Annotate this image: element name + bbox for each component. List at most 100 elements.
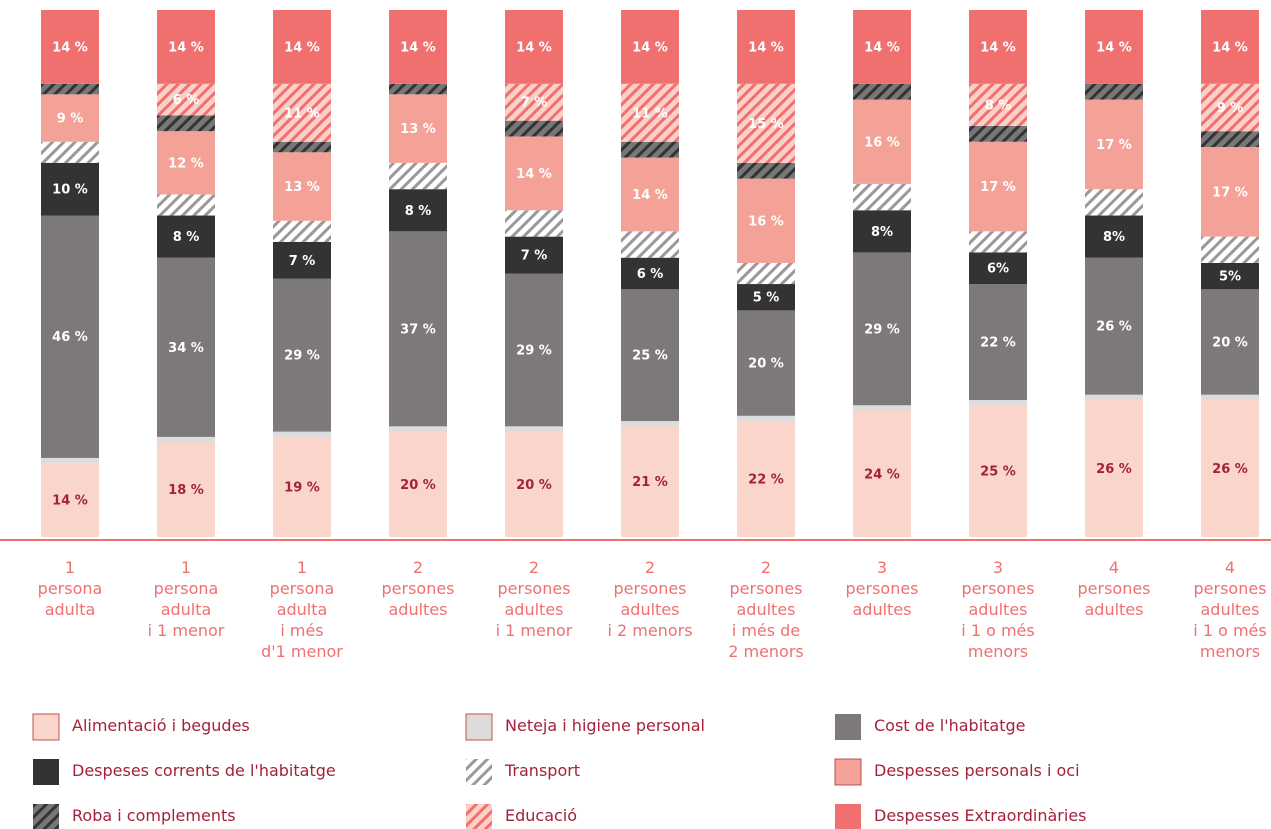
bar-segment [505,10,563,84]
x-tick-label: 2 persones adultes i 2 menors [607,558,693,640]
value-label: 7 % [521,249,548,264]
value-label: 9 % [1217,101,1244,116]
bar-segment [1085,215,1143,258]
legend-swatch [32,713,60,741]
bar-segment [969,141,1027,232]
legend-label: Educació [505,806,578,825]
value-label: 37 % [400,322,436,337]
value-label: 12 % [168,156,204,171]
legend-swatch [33,804,59,829]
bar-segment [1085,399,1143,537]
bar-segment [273,220,331,242]
bar-segment [1085,394,1143,400]
bar-segment [969,399,1027,406]
bar-segment [853,10,911,84]
bar-segment [505,120,563,137]
bar-segment [41,457,99,464]
bar-segment [969,125,1027,142]
bar-segment [505,83,563,121]
x-tick-label: 4 persones adultes i 1 o més menors [1193,558,1267,661]
bar-segment [969,252,1027,285]
value-label: 29 % [864,322,900,337]
bar-segment [505,210,563,237]
bar-segment [157,83,215,116]
legend-swatch [834,758,862,786]
bar-segment [853,410,911,537]
bar-segment [273,431,331,437]
value-label: 6 % [173,93,200,108]
bar-segment [969,405,1027,537]
bar-segment [273,241,331,279]
value-label: 29 % [516,343,552,358]
bar-segment [273,152,331,221]
value-label: 20 % [400,478,436,493]
legend-swatch [466,804,492,829]
bar-segment [273,278,331,432]
value-label: 14 % [980,40,1016,55]
bar-segment [505,431,563,537]
bar-segment [1201,289,1259,395]
value-label: 8 % [405,204,432,219]
x-tick-label: 4 persones adultes [1077,558,1151,619]
bar-segment [853,99,911,184]
bar-segment [853,183,911,211]
bar-segment [157,257,215,437]
value-label: 14 % [284,40,320,55]
bar-segment [1085,189,1143,216]
bar-segment [969,231,1027,253]
value-label: 14 % [864,40,900,55]
value-label: 19 % [284,480,320,495]
bar-segment [1085,257,1143,395]
bar-segment [389,431,447,537]
legend-label: Alimentació i begudes [72,716,250,735]
bar-segment [157,442,215,537]
value-label: 11 % [284,106,320,121]
value-label: 26 % [1096,320,1132,335]
value-label: 25 % [632,349,668,364]
bar-segment [41,215,99,458]
legend-label: Roba i complements [72,806,236,825]
value-label: 34 % [168,341,204,356]
value-label: 16 % [864,135,900,150]
value-label: 25 % [980,465,1016,480]
x-tick-label: 3 persones adultes i 1 o més menors [961,558,1035,661]
bar-segment [389,189,447,232]
value-label: 14 % [52,494,88,509]
bar-segment [273,10,331,84]
bar-segment [621,426,679,537]
bar-segment [621,141,679,158]
bar-segment [157,10,215,84]
value-label: 17 % [1212,185,1248,200]
bar-segment [737,310,795,416]
bar-segment [41,10,99,84]
bar-segment [737,178,795,263]
value-label: 14 % [52,40,88,55]
value-label: 5 % [753,291,780,306]
x-tick-label: 1 persona adulta [37,558,103,619]
bar-segment [621,421,679,427]
bar-segment [969,284,1027,400]
value-label: 16 % [748,214,784,229]
bar-segment [505,426,563,432]
bar-segment [737,162,795,179]
value-label: 22 % [748,473,784,488]
value-label: 14 % [748,40,784,55]
bar-segment [969,83,1027,126]
value-label: 7 % [289,254,316,269]
bar-segment [41,463,99,537]
bar-segment [1201,394,1259,400]
x-tick-label: 1 persona adulta i més d'1 menor [261,558,343,661]
value-label: 17 % [1096,138,1132,153]
value-label: 22 % [980,336,1016,351]
bar-segment [41,162,99,216]
legend-swatch [466,759,492,785]
bar-segment [853,252,911,406]
value-label: 14 % [1096,40,1132,55]
bar-segment [1085,10,1143,84]
value-label: 26 % [1096,462,1132,477]
bar-segment [389,231,447,427]
bar-segment [389,94,447,163]
value-label: 10 % [52,183,88,198]
